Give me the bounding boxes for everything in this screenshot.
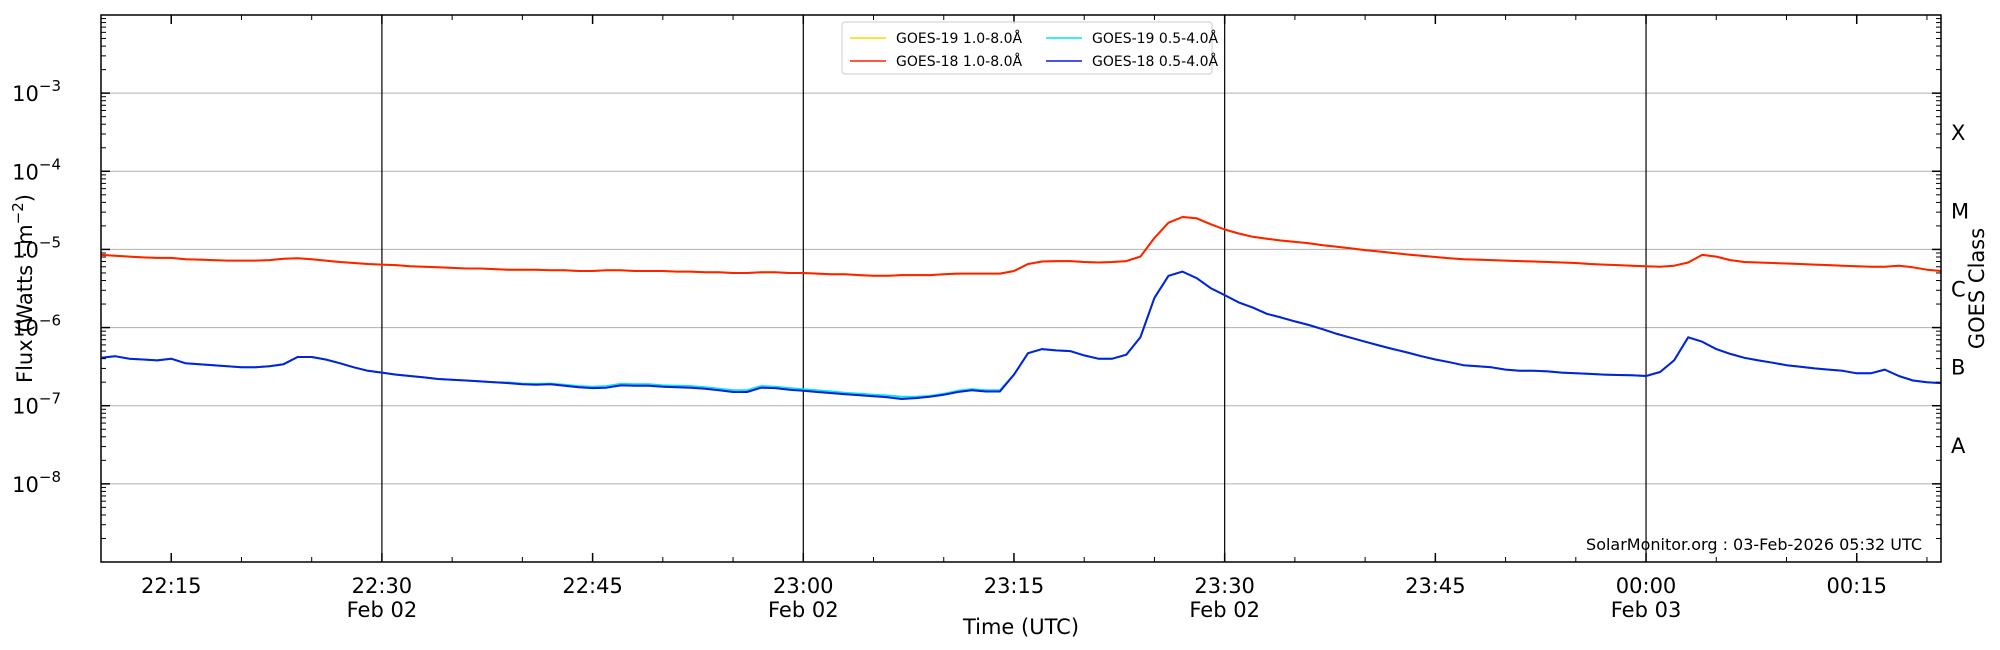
x-tick-label-4: 23:15 (984, 574, 1045, 598)
y-tick-label-1: 10−7 (12, 390, 61, 419)
y-tick-exponent-0: −8 (39, 468, 61, 486)
y-axis-title-exponent: −2 (9, 202, 27, 224)
y-tick-exponent-4: −4 (39, 155, 61, 173)
day-boundary-lines (381, 15, 1647, 562)
x-tick-label-2: 22:45 (562, 574, 623, 598)
goes-class-label-X: X (1951, 121, 1965, 145)
x-tick-label-7: 00:00 (1616, 574, 1677, 598)
y-tick-label-2: 10−6 (12, 312, 61, 341)
x-tick-date-1: Feb 02 (347, 598, 418, 622)
plot-frame (100, 14, 1942, 563)
y-tick-exponent-1: −7 (39, 390, 61, 408)
y-axis-ticks: 10−8 10−7 10−6 10−5 10−4 10−3 (12, 18, 1941, 539)
series-line-2 (100, 216, 1942, 277)
x-tick-label-5: 23:30 (1194, 574, 1255, 598)
x-tick-label-0: 22:15 (141, 574, 202, 598)
series-line-1 (100, 270, 1942, 398)
series-line-3 (100, 270, 1942, 400)
y-axis-title-base: Flux (Watts · m (13, 224, 37, 383)
y-tick-exponent-2: −6 (39, 312, 61, 330)
series-layer (100, 216, 1942, 400)
x-axis-title: Time (UTC) (962, 615, 1079, 639)
legend-label-1: GOES-19 0.5-4.0Å (1092, 30, 1218, 47)
goes-class-label-C: C (1951, 278, 1966, 302)
y-tick-label-3: 10−5 (12, 233, 61, 262)
x-tick-date-3: Feb 02 (768, 598, 839, 622)
chart-legend: GOES-19 1.0-8.0Å GOES-19 0.5-4.0Å GOES-18 … (841, 21, 1218, 75)
y-tick-label-5: 10−3 (12, 77, 61, 106)
goes-class-axis-title: GOES Class (1965, 228, 1989, 349)
goes-class-label-B: B (1951, 356, 1965, 380)
goes-class-labels: A B C M X (1951, 121, 1969, 458)
x-tick-date-5: Feb 02 (1189, 598, 1260, 622)
watermark-text: SolarMonitor.org : 03-Feb-2026 05:32 UTC (1586, 535, 1922, 554)
x-tick-label-8: 00:15 (1826, 574, 1887, 598)
x-tick-date-7: Feb 03 (1611, 598, 1682, 622)
legend-label-0: GOES-19 1.0-8.0Å (896, 30, 1022, 47)
legend-label-3: GOES-18 0.5-4.0Å (1092, 53, 1218, 70)
x-tick-label-3: 23:00 (773, 574, 834, 598)
legend-box (841, 21, 1213, 75)
grid-layer (101, 92, 1941, 485)
y-tick-label-0: 10−8 (12, 468, 61, 497)
legend-label-2: GOES-18 1.0-8.0Å (896, 53, 1022, 70)
y-tick-label-4: 10−4 (12, 155, 61, 184)
y-tick-exponent-5: −3 (39, 77, 61, 95)
goes-class-label-A: A (1951, 434, 1966, 458)
x-tick-label-1: 22:30 (352, 574, 413, 598)
y-tick-exponent-3: −5 (39, 233, 61, 251)
y-axis-title-close: ) (13, 194, 37, 202)
x-tick-label-6: 23:45 (1405, 574, 1466, 598)
y-axis-title: Flux (Watts · m−2) (9, 194, 37, 383)
goes-class-label-M: M (1951, 199, 1969, 223)
